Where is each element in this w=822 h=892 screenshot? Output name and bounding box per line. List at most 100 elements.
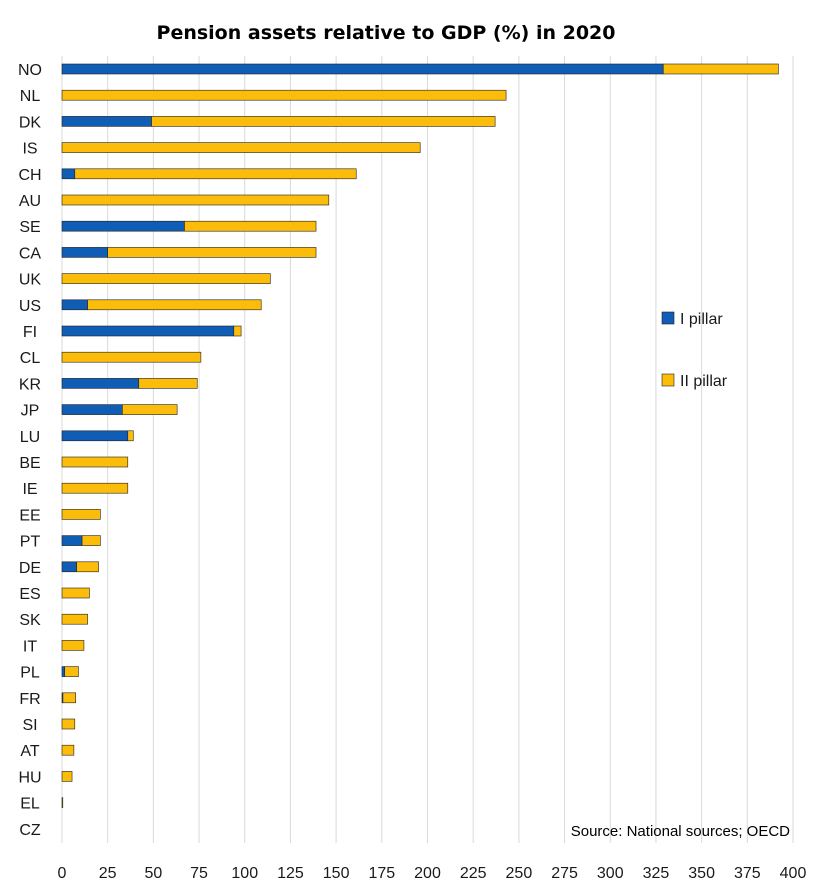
x-tick-label: 250 xyxy=(506,865,533,882)
bar-ii-pillar xyxy=(61,273,271,284)
category-label: LU xyxy=(20,429,40,446)
bar-ii-pillar xyxy=(61,89,507,101)
bar-ii-pillar xyxy=(61,613,88,625)
bar-ii-pillar xyxy=(61,797,64,808)
chart-title: Pension assets relative to GDP (%) in 20… xyxy=(157,22,616,44)
x-tick-label: 300 xyxy=(597,865,624,882)
grid-lines xyxy=(61,56,794,843)
bar-ii-pillar xyxy=(662,63,779,75)
legend-label: II pillar xyxy=(680,373,728,390)
x-tick-label: 175 xyxy=(368,865,395,882)
bar-ii-pillar xyxy=(122,404,178,415)
category-label: NL xyxy=(20,88,41,105)
category-label: FI xyxy=(23,324,37,341)
bar-ii-pillar xyxy=(76,561,99,573)
bar-ii-pillar xyxy=(61,482,129,494)
bar-i-pillar xyxy=(61,168,76,180)
x-tick-label: 150 xyxy=(323,865,350,882)
bar-ii-pillar xyxy=(62,692,77,704)
category-label: IT xyxy=(23,638,37,655)
bar-i-pillar xyxy=(61,561,77,573)
category-label: UK xyxy=(19,272,42,289)
bar-i-pillar xyxy=(61,535,83,546)
bar-ii-pillar xyxy=(81,535,101,546)
x-tick-label: 50 xyxy=(144,865,162,882)
bar-i-pillar xyxy=(61,404,123,415)
category-label: FR xyxy=(19,691,40,708)
x-tick-label: 75 xyxy=(190,865,208,882)
bar-ii-pillar xyxy=(138,378,198,389)
category-label: JP xyxy=(21,403,40,420)
legend-swatch xyxy=(661,373,675,387)
bar-ii-pillar xyxy=(61,718,76,730)
bar-i-pillar xyxy=(61,247,108,258)
category-label: CA xyxy=(19,245,42,262)
x-tick-label: 200 xyxy=(414,865,441,882)
x-tick-label: 0 xyxy=(58,865,67,882)
bar-ii-pillar xyxy=(151,116,496,127)
x-tick-label: 375 xyxy=(734,865,761,882)
bar-ii-pillar xyxy=(127,430,134,442)
bar-i-pillar xyxy=(61,299,88,311)
category-label: PL xyxy=(20,665,40,682)
category-label: SK xyxy=(19,612,41,629)
bar-i-pillar xyxy=(61,666,66,677)
bar-ii-pillar xyxy=(87,299,262,311)
category-labels: NO NL DK IS CH AU SE CA UK US FI CL KR JP LU BE IE EE PT DE… xyxy=(18,62,42,839)
x-tick-label: 400 xyxy=(780,865,807,882)
category-label: DE xyxy=(19,560,41,577)
source-note: Source: National sources; OECD xyxy=(571,823,790,840)
bar-ii-pillar xyxy=(61,640,85,651)
category-label: IS xyxy=(22,141,37,158)
legend-swatch xyxy=(661,311,675,325)
bar-i-pillar xyxy=(61,63,664,75)
category-label: CZ xyxy=(19,822,41,839)
category-label: EE xyxy=(19,507,40,524)
category-label: IE xyxy=(22,481,37,498)
category-label: HU xyxy=(18,769,41,786)
bar-i-pillar xyxy=(61,378,140,389)
x-tick-label: 275 xyxy=(551,865,578,882)
category-label: DK xyxy=(19,114,42,131)
bar-ii-pillar xyxy=(61,587,90,599)
category-label: BE xyxy=(19,455,40,472)
bars xyxy=(61,63,779,808)
legend: I pillar II pillar xyxy=(661,311,728,390)
x-tick-label: 225 xyxy=(460,865,487,882)
category-label: SE xyxy=(19,219,40,236)
bar-ii-pillar xyxy=(64,666,79,677)
bar-ii-pillar xyxy=(61,744,75,756)
category-label: NO xyxy=(18,62,42,79)
category-label: CL xyxy=(20,350,41,367)
bar-ii-pillar xyxy=(233,325,242,337)
category-label: PT xyxy=(20,534,41,551)
bar-ii-pillar xyxy=(61,351,202,363)
x-tick-label: 100 xyxy=(231,865,258,882)
bar-i-pillar xyxy=(61,430,129,442)
bar-ii-pillar xyxy=(61,509,101,520)
category-label: US xyxy=(19,298,41,315)
category-label: AT xyxy=(20,743,39,760)
category-label: EL xyxy=(20,796,40,813)
category-label: SI xyxy=(22,717,37,734)
bar-i-pillar xyxy=(61,220,185,232)
x-tick-label: 325 xyxy=(643,865,670,882)
x-tick-label: 125 xyxy=(277,865,304,882)
bar-ii-pillar xyxy=(61,142,421,153)
bar-i-pillar xyxy=(61,325,235,337)
bar-ii-pillar xyxy=(61,194,330,206)
category-label: AU xyxy=(19,193,41,210)
bar-ii-pillar xyxy=(74,168,357,180)
legend-label: I pillar xyxy=(680,311,723,328)
category-label: ES xyxy=(19,586,40,603)
bar-ii-pillar xyxy=(61,456,129,468)
bar-i-pillar xyxy=(61,116,152,127)
category-label: KR xyxy=(19,376,41,393)
x-tick-label: 25 xyxy=(99,865,117,882)
bar-ii-pillar xyxy=(61,771,73,782)
x-axis-ticks: 0 25 50 75 100 125 150 175 200 225 250 275 300 325 350… xyxy=(58,865,807,882)
category-label: CH xyxy=(18,167,41,184)
x-tick-label: 350 xyxy=(688,865,715,882)
bar-ii-pillar xyxy=(184,220,317,232)
